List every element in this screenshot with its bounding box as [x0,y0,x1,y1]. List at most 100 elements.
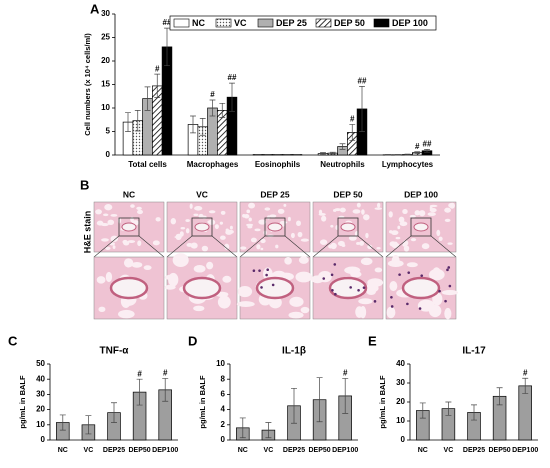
airspace [427,212,436,217]
airspace [105,246,111,250]
inflammatory-cell [334,292,337,296]
airway [121,222,137,232]
y-tick-label: 40 [36,374,45,383]
inflammatory-cell [266,268,269,272]
airspace [418,210,426,217]
airspace [421,243,430,250]
y-tick-label: 30 [101,9,110,18]
y-tick-label: 5 [106,127,111,136]
x-tick-label: NC [238,447,248,454]
airspace [220,210,226,215]
airspace [289,296,304,307]
bar [518,385,532,441]
airway [182,276,222,300]
airspace [190,242,198,249]
column-label: DEP 25 [260,189,289,199]
x-tick-label: VC [264,447,274,454]
airspace [264,207,271,211]
error-bar [144,86,151,111]
error-bar [419,402,426,419]
legend-swatch [215,18,232,28]
airspace [356,202,361,208]
legend-swatch [173,18,190,28]
airspace [243,214,250,219]
y-tick-label: 10 [396,416,405,425]
airspace [386,306,396,319]
y-tick-label: 0 [221,435,226,444]
y-tick-label: 0 [401,435,406,444]
airspace [363,214,370,221]
y-axis-label: pg/mL in BALF [378,375,387,429]
airspace [361,209,365,215]
inflammatory-cell [446,268,449,272]
airspace [201,245,209,252]
legend-swatch [315,18,332,28]
legend-label: DEP 25 [276,18,307,28]
panel-label: B [80,177,89,192]
error-bar [154,73,161,99]
airspace [296,220,301,227]
airspace [279,221,288,224]
airspace [444,207,451,213]
x-tick-label: DEP100 [332,447,358,454]
error-bar [342,378,349,414]
error-bar [522,377,529,394]
y-tick-label: 20 [396,397,405,406]
airspace [288,311,304,319]
airspace [98,306,106,313]
inflammatory-cell [444,299,447,303]
airspace [175,233,182,240]
chart-title: TNF-α [100,346,130,357]
airspace [444,307,452,320]
airspace [438,236,443,241]
x-tick-label: DEP50 [129,447,151,454]
airspace [240,246,247,250]
airspace [406,262,418,268]
airspace [330,224,334,228]
airspace [333,208,337,212]
inflammatory-cell [331,288,334,292]
micrograph [311,256,384,320]
airspace [395,236,401,240]
airspace [214,224,219,230]
airspace [123,258,134,268]
airspace [388,211,393,218]
airspace [208,210,216,214]
inflammatory-cell [258,269,261,272]
airspace [269,214,277,218]
airway [194,222,210,232]
error-bar [209,99,216,117]
x-tick-label: Lymphocytes [382,160,434,169]
error-bar [349,124,356,141]
airspace [319,239,328,245]
x-tick-label: VC [444,447,454,454]
y-tick-label: 10 [36,420,45,429]
y-tick-label: 2 [221,420,226,429]
airspace [376,247,381,250]
error-bar [164,27,170,67]
airspace [447,242,453,245]
y-tick-label: 0 [41,435,46,444]
inflammatory-cell [357,288,360,292]
zoom-line [166,235,238,258]
airspace [96,276,106,284]
micrograph [385,255,459,320]
error-bar [190,115,196,134]
significance-mark: ## [163,18,172,27]
y-tick-label: 8 [221,374,226,383]
airspace [95,209,102,215]
inflammatory-cell [406,302,409,306]
airspace [206,261,214,270]
airspace [118,309,135,319]
airspace [397,225,401,230]
column-label: NC [123,189,135,199]
error-bar [199,117,206,136]
airspace [300,306,310,314]
inflammatory-cell [271,283,275,287]
panel-label: E [368,333,377,348]
airspace [318,212,326,216]
airspace [130,204,135,208]
zoom-line [312,235,384,258]
airspace [229,225,233,230]
